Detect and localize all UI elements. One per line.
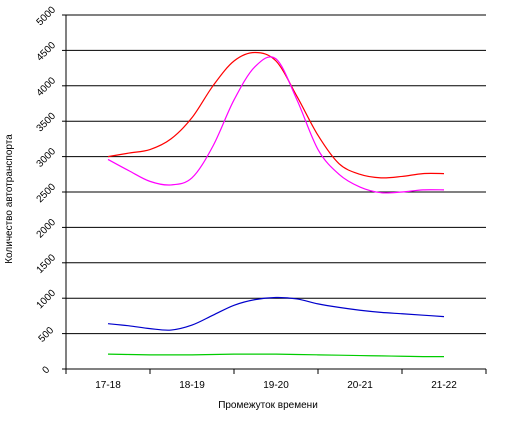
y-tick-label: 5000: [35, 4, 59, 28]
axes: [62, 14, 487, 374]
y-tick-label: 3500: [35, 110, 59, 134]
y-tick-label: 4500: [35, 40, 59, 64]
y-tick-label: 1500: [35, 252, 59, 276]
series-line-2: [107, 56, 445, 194]
series-lines: [107, 51, 445, 358]
y-tick-label: 4000: [35, 75, 59, 99]
y-tick-label: 1000: [35, 287, 59, 311]
x-axis-title: Промежуток времени: [218, 400, 318, 411]
x-tick-label: 18-19: [179, 380, 205, 391]
y-axis-title: Количество автотранспорта: [4, 134, 15, 264]
x-tick-label: 21-22: [431, 380, 457, 391]
x-tick-label: 19-20: [263, 380, 289, 391]
x-tick-label: 20-21: [347, 380, 373, 391]
gridlines: [66, 14, 486, 335]
y-tick-label: 2500: [35, 181, 59, 205]
y-tick-label: 2000: [35, 217, 59, 241]
y-tick-label: 0: [40, 364, 52, 376]
x-tick-label: 17-18: [95, 380, 121, 391]
series-line-1: [107, 51, 445, 179]
y-tick-label: 3000: [35, 146, 59, 170]
y-tick-label: 500: [37, 325, 57, 345]
series-line-3: [107, 296, 445, 331]
series-line-4: [107, 353, 445, 358]
